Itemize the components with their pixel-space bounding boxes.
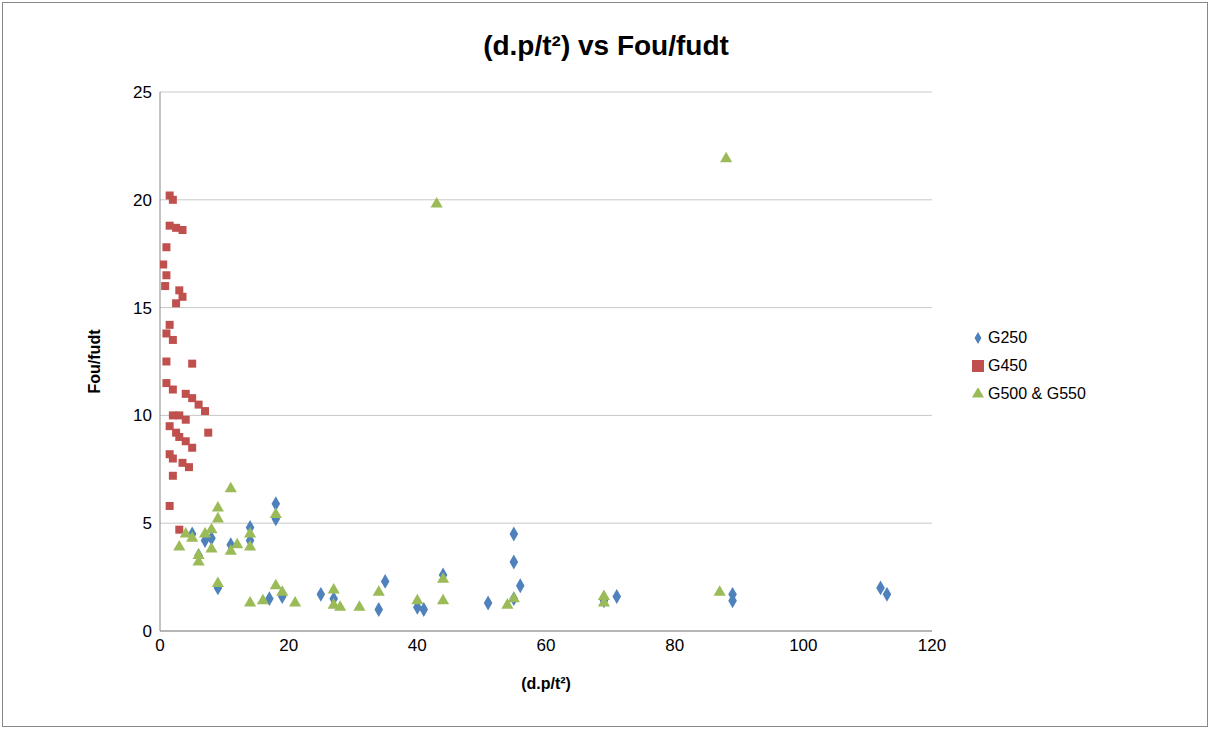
html-text:G450: G450: [988, 356, 1028, 374]
svg-text:5: 5: [143, 514, 152, 533]
svg-text:20: 20: [279, 636, 298, 655]
svg-text:80: 80: [665, 636, 684, 655]
svg-text:10: 10: [133, 406, 152, 425]
svg-text:(d.p/t²): (d.p/t²): [521, 675, 571, 692]
svg-text:60: 60: [537, 636, 556, 655]
svg-text:20: 20: [133, 191, 152, 210]
html-text:(d.p/t²) vs Fou/fudt: (d.p/t²) vs Fou/fudt: [483, 30, 729, 61]
svg-text:120: 120: [918, 636, 946, 655]
svg-text:0: 0: [155, 636, 164, 655]
svg-text:0: 0: [143, 622, 152, 641]
svg-text:15: 15: [133, 299, 152, 318]
svg-text:25: 25: [133, 83, 152, 102]
svg-text:100: 100: [789, 636, 817, 655]
html-text:G500 & G550: G500 & G550: [988, 384, 1086, 402]
html-text:G250: G250: [988, 328, 1028, 346]
svg-text:Fou/fudt: Fou/fudt: [86, 329, 103, 394]
svg-text:40: 40: [408, 636, 427, 655]
